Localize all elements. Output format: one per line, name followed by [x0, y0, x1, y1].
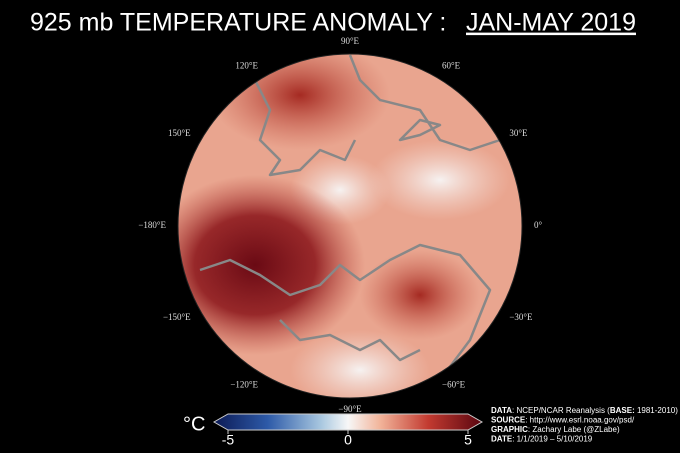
- credit-part: : http://www.esrl.noaa.gov/psd/: [525, 416, 635, 425]
- longitude-label: −90°E: [338, 404, 362, 414]
- credit-part: 1981-2010): [635, 406, 678, 415]
- credit-part: DATE: [491, 435, 513, 444]
- longitude-label: −120°E: [230, 379, 258, 389]
- credit-part: : 1/1/2019 – 5/10/2019: [512, 435, 593, 444]
- colorbar-unit: °C: [183, 413, 205, 435]
- longitude-label: 60°E: [442, 61, 461, 71]
- colorbar-tick-label: -5: [222, 432, 235, 448]
- longitude-label: 150°E: [168, 128, 191, 138]
- longitude-labels: 90°E 60°E 30°E 0° −30°E −60°E −90°E −120°E −150°…: [138, 36, 542, 414]
- credit-part: BASE:: [610, 406, 635, 415]
- credit-part: : NCEP/NCAR Reanalysis (: [512, 406, 610, 415]
- map-border: [177, 53, 523, 399]
- longitude-label: −150°E: [163, 312, 191, 322]
- credit-line: SOURCE: http://www.esrl.noaa.gov/psd/: [491, 416, 635, 425]
- credits: DATA: NCEP/NCAR Reanalysis (BASE: 1981-2…: [491, 406, 678, 444]
- longitude-label: −180°E: [138, 220, 166, 230]
- colorbar-tick-label: 0: [344, 432, 352, 448]
- credit-line: GRAPHIC: Zachary Labe (@ZLabe): [491, 425, 620, 434]
- longitude-label: −60°E: [442, 379, 466, 389]
- longitude-label: 30°E: [509, 128, 528, 138]
- credit-line: DATA: NCEP/NCAR Reanalysis (BASE: 1981-2…: [491, 406, 678, 415]
- colorbar: -5 0 5: [212, 413, 484, 448]
- credit-part: : Zachary Labe (@ZLabe): [528, 425, 620, 434]
- colorbar-scale: [212, 413, 484, 431]
- longitude-label: −30°E: [509, 312, 533, 322]
- credit-part: SOURCE: [491, 416, 526, 425]
- longitude-label: 0°: [534, 220, 543, 230]
- colorbar-tick-label: 5: [464, 432, 472, 448]
- longitude-label: 90°E: [341, 36, 360, 46]
- credit-line: DATE: 1/1/2019 – 5/10/2019: [491, 435, 593, 444]
- credit-part: GRAPHIC: [491, 425, 528, 434]
- title-period: JAN-MAY 2019: [466, 9, 636, 37]
- longitude-label: 120°E: [235, 61, 258, 71]
- credit-part: DATA: [491, 406, 512, 415]
- title: 925 mb TEMPERATURE ANOMALY :: [30, 9, 446, 37]
- map: [178, 54, 522, 398]
